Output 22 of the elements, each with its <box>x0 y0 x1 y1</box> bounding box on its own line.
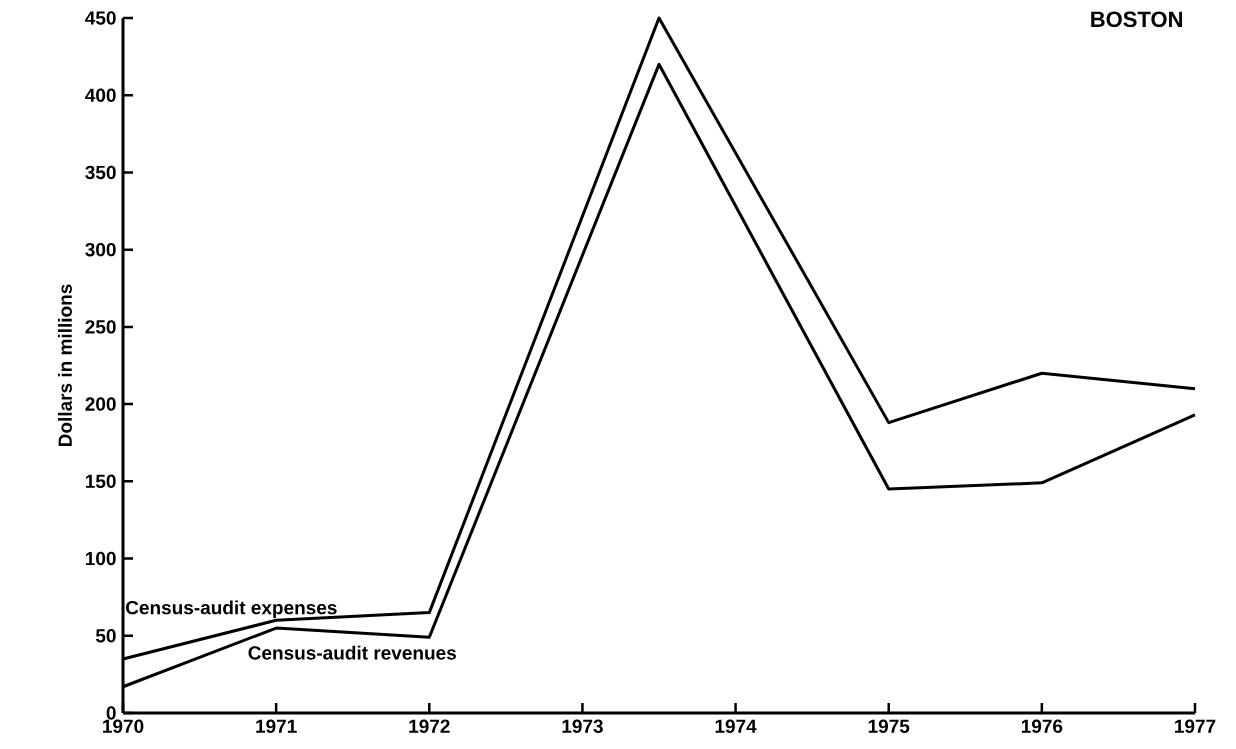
y-tick-label: 50 <box>95 629 116 643</box>
x-tick-label: 1976 <box>1021 719 1063 733</box>
series-label: Census-audit expenses <box>126 600 337 619</box>
chart-title: BOSTON <box>1091 11 1183 28</box>
x-tick-label: 1973 <box>562 719 603 733</box>
y-axis-title: Dollars in millions <box>57 284 72 447</box>
x-tick-label: 1971 <box>256 719 297 733</box>
x-tick-label: 1970 <box>103 719 144 733</box>
y-tick-label: 400 <box>85 88 116 102</box>
x-tick-label: 1972 <box>409 719 450 733</box>
x-tick-label: 1975 <box>868 719 910 733</box>
series-label: Census-audit revenues <box>248 645 456 660</box>
x-tick-label: 1977 <box>1175 719 1216 733</box>
y-tick-label: 200 <box>85 397 116 411</box>
y-tick-label: 250 <box>85 320 116 334</box>
y-tick-label: 0 <box>106 706 116 720</box>
y-tick-label: 300 <box>85 242 116 257</box>
x-tick-label: 1974 <box>715 719 757 733</box>
y-tick-label: 150 <box>85 474 116 489</box>
y-tick-label: 450 <box>85 11 116 25</box>
y-tick-label: 350 <box>85 165 116 180</box>
y-tick-label: 100 <box>85 551 116 566</box>
